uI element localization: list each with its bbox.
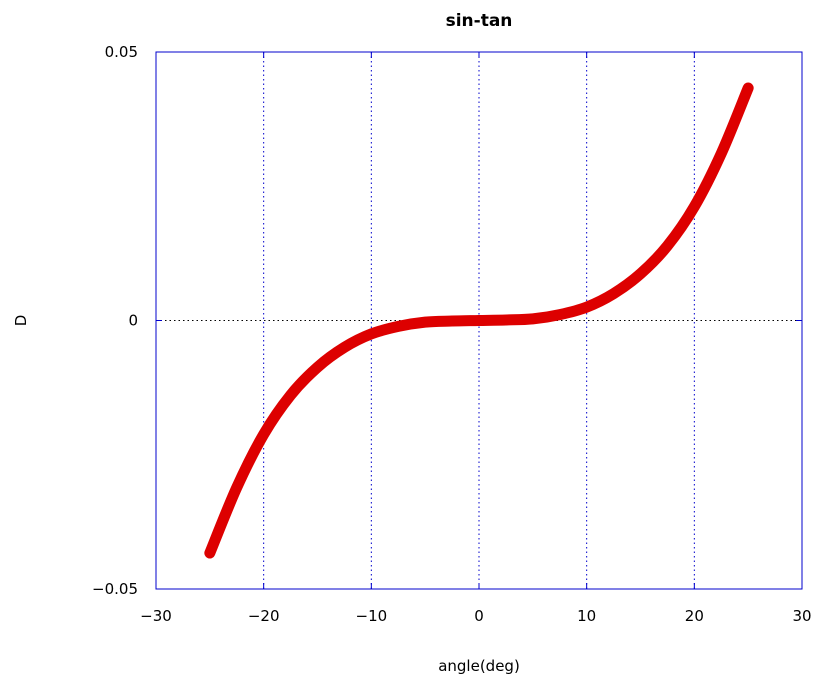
chart-title: sin-tan (446, 11, 513, 31)
x-tick-label: 30 (792, 607, 811, 625)
x-tick-label: 20 (685, 607, 704, 625)
x-axis-label: angle(deg) (438, 657, 520, 675)
y-tick-label: 0 (128, 312, 138, 330)
ticks (155, 51, 803, 590)
y-tick-label: −0.05 (92, 580, 138, 598)
y-tick-label: 0.05 (105, 43, 138, 61)
x-tick-label: 0 (474, 607, 484, 625)
x-tick-label: 10 (577, 607, 596, 625)
x-tick-label: −10 (356, 607, 388, 625)
x-tick-label: −20 (248, 607, 280, 625)
series-layer (204, 82, 754, 559)
tick-labels: −30 −20 −10 0 10 20 30 −0.05 0 0.05 (92, 43, 812, 625)
data-series-line (204, 82, 754, 559)
y-axis-label: D (12, 315, 30, 327)
x-tick-label: −30 (140, 607, 172, 625)
